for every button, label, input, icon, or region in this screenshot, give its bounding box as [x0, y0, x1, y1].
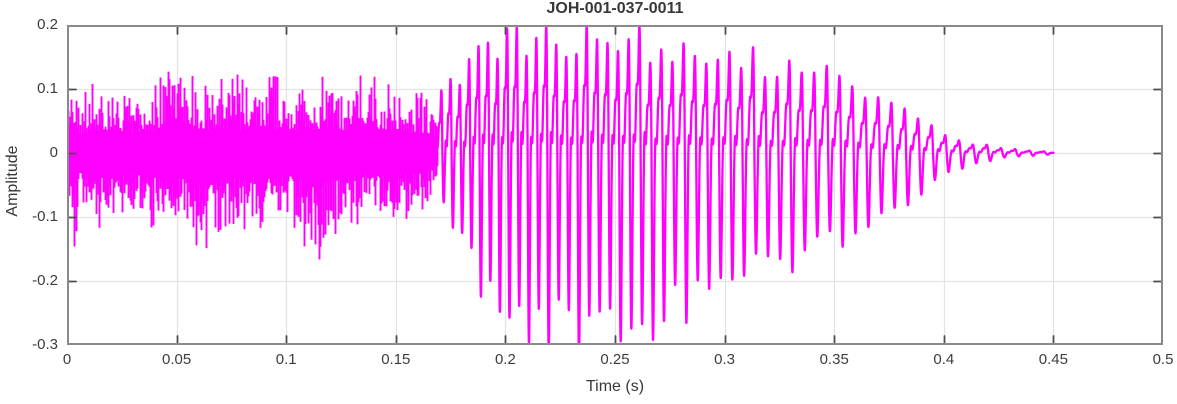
x-tick-label: 0.05 [161, 351, 192, 368]
y-tick-label: -0.3 [32, 336, 58, 353]
x-tick-label: 0.35 [819, 351, 849, 368]
x-tick-label: 0.15 [381, 351, 411, 368]
plot-area [67, 25, 1163, 345]
y-tick-label: -0.2 [32, 272, 58, 289]
y-tick-label: -0.1 [32, 208, 58, 225]
y-tick-label: 0.2 [37, 16, 58, 33]
x-tick-label: 0.1 [275, 351, 297, 368]
x-tick-label: 0.5 [1152, 351, 1174, 368]
x-axis-label: Time (s) [585, 378, 645, 395]
y-tick-label: 0.1 [37, 80, 58, 97]
waveform-canvas [67, 25, 1163, 345]
x-tick-label: 0.3 [714, 351, 736, 368]
chart-title: JOH-001-037-0011 [546, 0, 684, 17]
x-tick-label: 0.45 [1038, 351, 1068, 368]
x-tick-label: 0.2 [494, 351, 516, 368]
x-tick-label: 0 [62, 351, 72, 368]
x-tick-label: 0.25 [600, 351, 630, 368]
y-tick-label: 0 [49, 144, 58, 161]
x-tick-label: 0.4 [933, 351, 955, 368]
